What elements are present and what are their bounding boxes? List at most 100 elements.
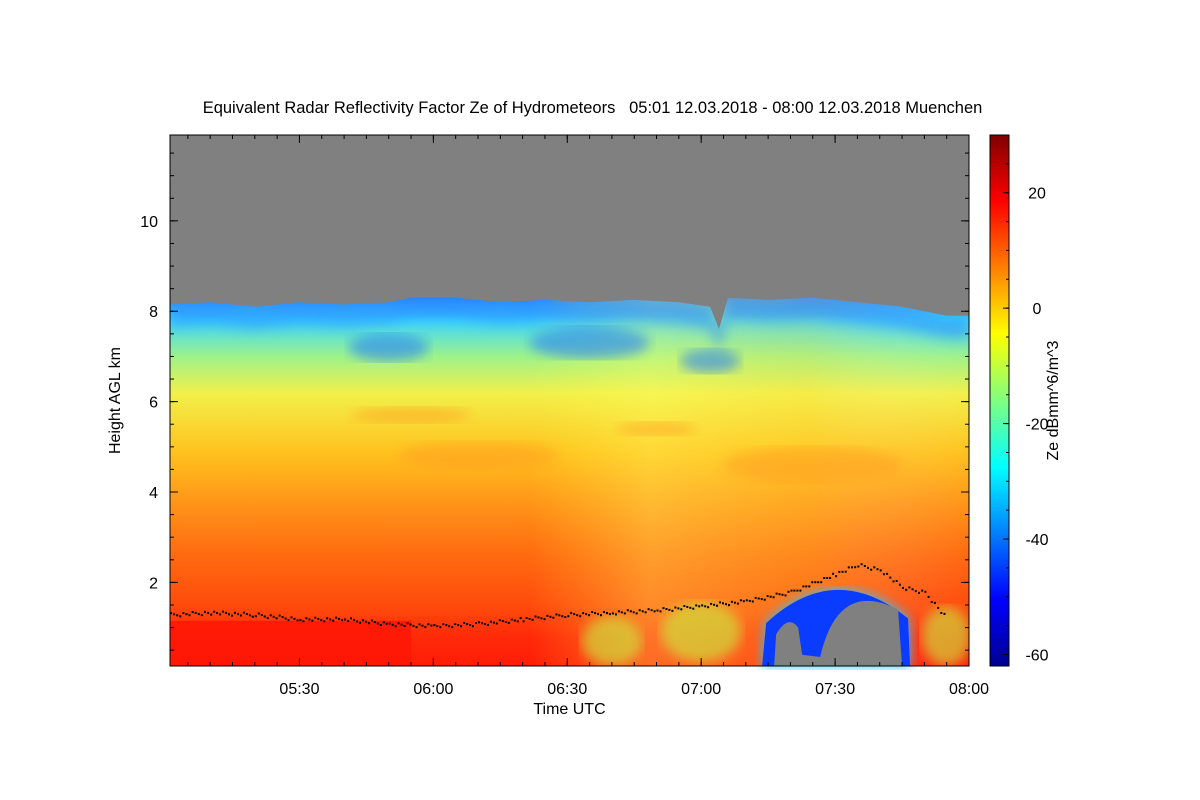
cloud-base-point xyxy=(522,620,525,623)
cloud-base-point xyxy=(320,619,323,622)
cloud-base-point xyxy=(219,613,222,616)
cloud-base-point xyxy=(275,617,278,620)
cloud-base-point xyxy=(820,581,823,584)
cloud-base-point xyxy=(814,581,817,584)
cloud-base-point xyxy=(635,612,638,615)
cloud-base-point xyxy=(353,618,355,621)
cloud-base-point xyxy=(886,572,889,575)
colorbar-gradient xyxy=(989,134,1010,667)
cloud-base-point xyxy=(519,617,522,620)
fall-streak xyxy=(616,421,697,436)
cloud-base-point xyxy=(388,622,391,625)
cloud-base-point xyxy=(421,624,424,627)
cloud-base-point xyxy=(927,595,930,598)
cloud-base-point xyxy=(665,608,668,610)
cloud-base-point xyxy=(272,615,275,618)
cloud-base-point xyxy=(364,620,367,623)
cloud-base-point xyxy=(748,599,751,602)
cloud-base-point xyxy=(924,590,927,593)
cloud-base-point xyxy=(555,613,558,616)
cloud-base-point xyxy=(736,602,739,605)
cloud-base-point xyxy=(796,589,799,592)
cloud-base-point xyxy=(766,595,769,598)
cloud-base-point xyxy=(588,614,591,617)
cloud-base-point xyxy=(194,612,197,614)
cloud-base-point xyxy=(356,620,358,623)
cloud-base-point xyxy=(266,617,269,619)
cloud-base-point xyxy=(567,615,570,618)
cloud-base-point xyxy=(302,620,305,623)
cloud-base-point xyxy=(382,621,385,624)
y-tick-label: 4 xyxy=(149,485,158,502)
cloud-base-point xyxy=(707,606,710,609)
cloud-base-point xyxy=(293,617,296,620)
cloud-base-point xyxy=(826,577,829,579)
cloud-base-point xyxy=(898,583,901,586)
cloud-base-point xyxy=(231,614,233,617)
cloud-base-point xyxy=(728,604,730,607)
cloud-base-point xyxy=(188,614,191,617)
cloud-base-point xyxy=(278,614,281,617)
cloud-base-point xyxy=(463,622,466,624)
cloud-base-point xyxy=(561,615,564,618)
cloud-base-point xyxy=(200,614,203,617)
colorbar-tick-label: 20 xyxy=(1028,186,1046,203)
low-level-patch xyxy=(921,606,969,666)
cloud-base-point xyxy=(531,618,534,621)
cloud-base-point xyxy=(486,624,489,626)
cloud-base-point xyxy=(739,599,742,602)
cloud-base-point xyxy=(870,568,873,571)
cloud-base-point xyxy=(359,621,361,624)
cloud-base-point xyxy=(207,611,210,614)
fall-streak xyxy=(397,441,558,470)
cloud-base-point xyxy=(495,622,498,625)
cloud-base-point xyxy=(332,619,335,622)
cloud-base-point xyxy=(287,619,290,622)
cloud-base-point xyxy=(876,568,879,571)
cloud-base-point xyxy=(730,600,733,603)
cloud-base-point xyxy=(835,575,838,578)
cloud-base-point xyxy=(204,610,206,613)
cloud-base-point xyxy=(504,621,507,623)
cloud-base-point xyxy=(597,613,599,616)
echo-top-blue-band xyxy=(170,298,969,352)
cloud-base-point xyxy=(540,617,543,620)
cloud-base-point xyxy=(905,588,908,591)
x-tick-label: 06:00 xyxy=(413,681,453,698)
cloud-base-point xyxy=(457,624,460,627)
x-tick-label: 06:30 xyxy=(547,681,587,698)
cloud-base-point xyxy=(576,614,579,617)
cloud-base-point xyxy=(902,586,904,589)
cloud-base-point xyxy=(772,596,775,599)
cloud-base-point xyxy=(397,622,400,625)
cloud-base-point xyxy=(656,609,659,612)
cloud-base-point xyxy=(222,610,225,613)
cloud-base-point xyxy=(263,615,266,618)
cloud-base-point xyxy=(704,605,707,608)
cloud-base-point xyxy=(537,616,540,619)
cloud-base-point xyxy=(326,617,329,620)
cloud-base-point xyxy=(873,566,876,569)
cloud-base-point xyxy=(439,626,442,629)
cloud-base-point xyxy=(451,626,454,629)
cloud-base-point xyxy=(528,617,531,620)
cloud-base-point xyxy=(793,589,796,592)
cloud-base-point xyxy=(668,608,671,611)
cloud-base-point xyxy=(914,590,917,593)
cloud-base-point xyxy=(614,613,617,616)
cloud-base-point xyxy=(281,616,284,619)
cloud-base-point xyxy=(725,603,727,606)
cloud-base-point xyxy=(832,572,835,575)
cloud-base-point xyxy=(296,619,299,622)
fall-streak xyxy=(351,407,472,424)
cloud-base-point xyxy=(460,625,463,628)
cloud-base-point xyxy=(197,613,200,616)
cloud-base-point xyxy=(799,589,802,592)
x-tick-label: 07:00 xyxy=(681,681,721,698)
cloud-base-point xyxy=(448,625,451,628)
cloud-base-point xyxy=(311,619,314,622)
cloud-base-point xyxy=(698,605,701,608)
cloud-base-point xyxy=(817,581,820,584)
cloud-base-point xyxy=(911,588,914,591)
plot-frame xyxy=(169,134,970,667)
